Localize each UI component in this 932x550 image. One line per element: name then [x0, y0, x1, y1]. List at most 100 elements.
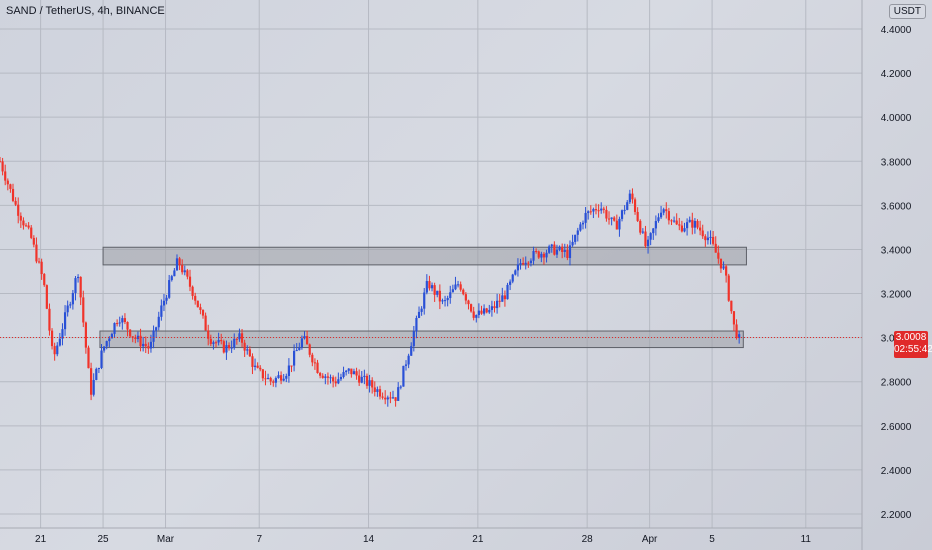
candle-body	[402, 365, 405, 387]
candle	[22, 217, 25, 230]
candle	[394, 397, 397, 407]
candle	[308, 343, 311, 358]
candle	[566, 244, 569, 261]
candle	[456, 280, 460, 288]
y-tick-label: 2.6000	[881, 422, 912, 433]
candle	[82, 290, 85, 328]
candle-body	[147, 346, 150, 349]
candle	[524, 256, 527, 270]
currency-badge[interactable]: USDT	[888, 4, 926, 19]
x-tick-label: 14	[363, 534, 375, 545]
candle-body	[475, 315, 478, 318]
candle-body	[584, 212, 587, 223]
candle-body	[350, 368, 353, 375]
y-tick-label: 2.8000	[881, 378, 912, 389]
candle	[139, 328, 142, 352]
candle-body	[142, 343, 145, 347]
candle	[274, 376, 277, 388]
candle-body	[290, 365, 293, 367]
y-tick-label: 2.2000	[881, 510, 912, 521]
candle	[300, 335, 304, 350]
candle-body	[108, 338, 111, 342]
candle	[368, 374, 371, 393]
candle-body	[589, 211, 592, 213]
candle-body	[738, 334, 741, 339]
candle	[253, 358, 257, 371]
candle-body	[535, 250, 538, 252]
candle-body	[446, 298, 449, 301]
candle	[522, 257, 525, 266]
candle	[712, 231, 715, 246]
candle-body	[628, 193, 631, 203]
candle	[0, 156, 2, 163]
candle	[157, 311, 160, 331]
candle-body	[313, 362, 317, 364]
candle	[480, 305, 483, 315]
candle	[76, 274, 80, 283]
candle-body	[14, 200, 17, 205]
candle	[194, 292, 197, 305]
candle-body	[633, 199, 637, 212]
candle-body	[175, 258, 179, 271]
candle	[659, 205, 663, 220]
candle	[144, 336, 147, 354]
x-tick-label: Apr	[642, 534, 658, 545]
candle-body	[136, 335, 140, 340]
candle	[589, 205, 592, 215]
candle	[24, 223, 28, 227]
candle	[482, 304, 486, 316]
candle	[686, 218, 689, 236]
candle	[293, 344, 296, 372]
candle-body	[116, 323, 119, 325]
candle-body	[321, 375, 324, 378]
candle-body	[430, 285, 434, 289]
candle	[514, 269, 517, 276]
candle	[438, 284, 441, 310]
candle-body	[199, 307, 202, 310]
candle	[399, 385, 402, 390]
candle-body	[618, 218, 621, 230]
candle	[613, 216, 616, 222]
candle-body	[717, 252, 720, 259]
candle	[706, 231, 710, 245]
candle-body	[540, 253, 543, 258]
candle	[6, 178, 9, 191]
candle	[235, 337, 238, 345]
candle-body	[368, 380, 371, 386]
candle	[404, 360, 408, 371]
candle	[381, 392, 384, 400]
candle-body	[311, 354, 314, 363]
candle	[725, 264, 728, 283]
candle-body	[592, 209, 595, 212]
candle-body	[358, 375, 361, 383]
candle	[568, 240, 572, 266]
candle-body	[688, 219, 691, 223]
candle-body	[298, 347, 301, 351]
candle-body	[201, 309, 205, 316]
candle-body	[574, 234, 577, 242]
candle-body	[699, 227, 702, 231]
candle	[738, 331, 741, 344]
candle	[261, 368, 264, 382]
candle-body	[79, 276, 82, 298]
candle	[69, 301, 72, 309]
candle	[506, 282, 509, 300]
candle	[628, 189, 631, 205]
candle	[222, 339, 225, 354]
candle-body	[74, 278, 77, 294]
candle	[240, 328, 244, 348]
candle-body	[365, 375, 369, 386]
candle-body	[316, 362, 319, 374]
candle	[555, 244, 559, 258]
candle	[246, 345, 249, 355]
candle-body	[113, 323, 116, 334]
candle	[178, 256, 181, 271]
candle-body	[61, 329, 64, 339]
candle	[217, 332, 220, 346]
candle	[14, 197, 17, 207]
candle	[477, 303, 480, 319]
candle	[535, 248, 538, 254]
candle-body	[732, 311, 736, 325]
